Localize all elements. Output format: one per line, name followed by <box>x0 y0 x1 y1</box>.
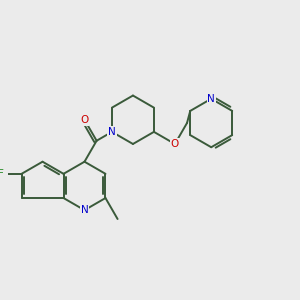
Text: N: N <box>108 127 116 137</box>
Text: O: O <box>171 139 179 149</box>
Text: O: O <box>80 115 88 125</box>
Text: N: N <box>81 205 88 215</box>
Text: N: N <box>207 94 215 104</box>
Text: F: F <box>0 169 4 179</box>
